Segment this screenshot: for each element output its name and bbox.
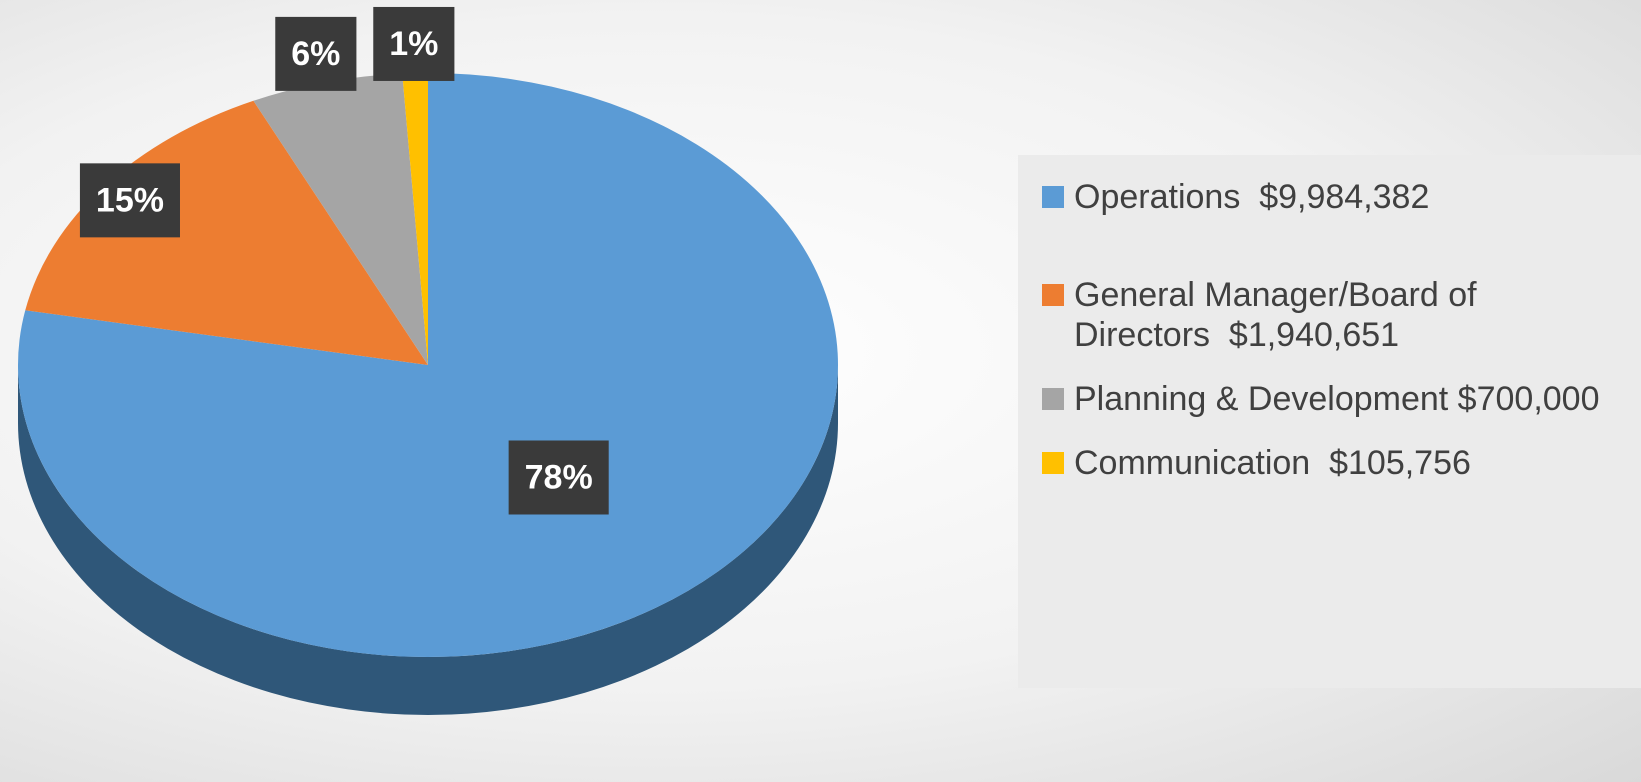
legend: Operations $9,984,382 General Manager/Boa… xyxy=(1018,155,1641,688)
data-label: 78% xyxy=(508,440,609,515)
legend-text: General Manager/Board of Directors $1,94… xyxy=(1074,276,1487,354)
legend-item: Communication $105,756 xyxy=(1042,443,1621,483)
data-label-box xyxy=(275,16,357,91)
data-label: 15% xyxy=(79,163,180,238)
chart: 78% 15% 6% 1% xyxy=(18,6,838,715)
data-label-text: 6% xyxy=(291,35,340,73)
data-label: 6% xyxy=(275,16,357,91)
data-label-box xyxy=(508,440,609,515)
data-label-box xyxy=(373,6,455,81)
pie-slice xyxy=(25,100,428,365)
legend-item: Operations $9,984,382 xyxy=(1042,177,1621,217)
legend-text: Operations $9,984,382 xyxy=(1074,178,1430,216)
legend-item: Planning & Development $700,000 xyxy=(1042,379,1621,419)
legend-swatch xyxy=(1042,452,1064,474)
data-label-text: 15% xyxy=(96,181,164,219)
legend-swatch xyxy=(1042,284,1064,306)
pie-side xyxy=(18,365,838,715)
legend-text: Communication $105,756 xyxy=(1074,444,1471,482)
data-label: 1% xyxy=(373,6,455,81)
pie-slice xyxy=(402,73,428,365)
data-label-box xyxy=(79,163,180,238)
legend-text: Planning & Development $700,000 xyxy=(1074,380,1600,418)
legend-swatch xyxy=(1042,388,1064,410)
pie-slice xyxy=(253,73,428,365)
legend-item: General Manager/Board of Directors $1,94… xyxy=(1042,275,1621,355)
data-label-text: 78% xyxy=(525,458,593,496)
legend-swatch xyxy=(1042,186,1064,208)
data-label-text: 1% xyxy=(389,25,438,63)
